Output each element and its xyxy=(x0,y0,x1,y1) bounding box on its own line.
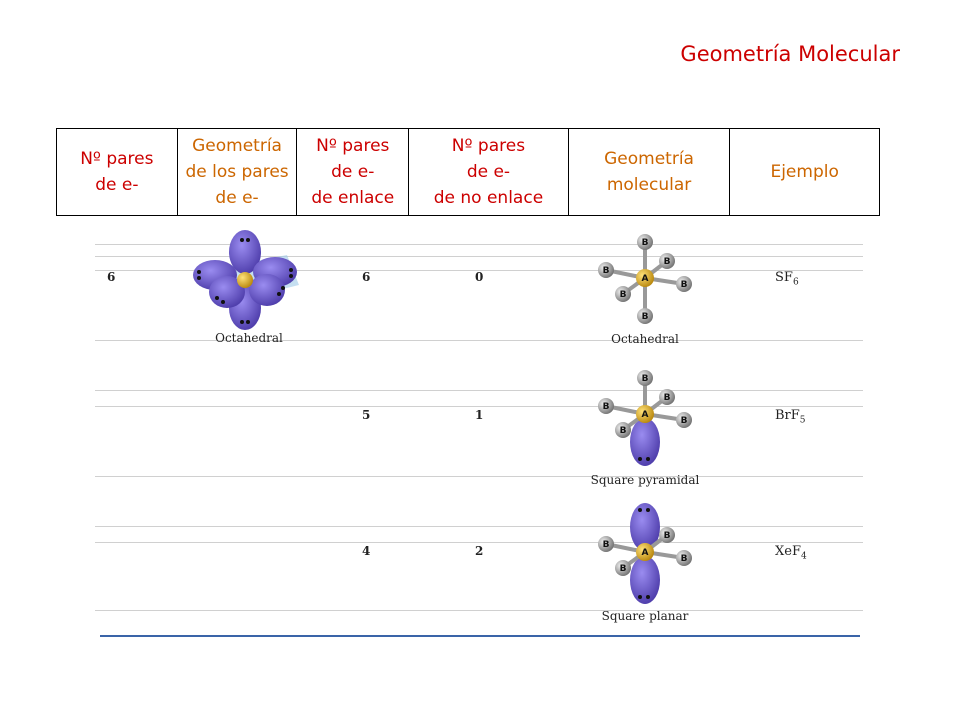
octahedral-electron-geometry-icon xyxy=(193,230,299,330)
ligand-b-label: B xyxy=(642,374,649,384)
header-cell-pairs: Nº pares de e- xyxy=(57,129,178,215)
row1-example-subscript: 6 xyxy=(792,277,799,288)
ligand-b-label: B xyxy=(620,564,627,574)
ligand-b-label: B xyxy=(603,266,610,276)
row-divider xyxy=(95,406,863,407)
row3-molecular-geometry-caption: Square planar xyxy=(601,609,689,623)
row-divider xyxy=(95,476,863,477)
header-molecular-geometry-label: Geometría molecular xyxy=(604,149,694,195)
row1-nonbonding: 0 xyxy=(475,270,484,284)
ligand-b-label: B xyxy=(664,531,671,541)
row2-bonding: 5 xyxy=(362,408,371,422)
header-table: Nº pares de e- Geometría de los pares de… xyxy=(56,128,880,216)
header-nonbonding-label: Nº pares de e- de no enlace xyxy=(433,136,544,208)
ligand-b-label: B xyxy=(681,416,688,426)
row-divider xyxy=(95,256,863,257)
row2-example-formula: BrF5 xyxy=(775,408,806,426)
central-a-label: A xyxy=(642,274,649,284)
row2-example-subscript: 5 xyxy=(799,415,806,426)
header-bonding-label: Nº pares de e- de enlace xyxy=(311,136,395,208)
header-cell-electron-geometry: Geometría de los pares de e- xyxy=(178,129,298,215)
row1-example-base: SF xyxy=(775,270,793,285)
row-divider xyxy=(95,244,863,245)
row3-nonbonding: 2 xyxy=(475,544,484,558)
row1-molecular-geometry-caption: Octahedral xyxy=(611,332,679,346)
header-cell-molecular-geometry: Geometría molecular xyxy=(569,129,731,215)
header-cell-nonbonding: Nº pares de e- de no enlace xyxy=(409,129,569,215)
row-divider xyxy=(95,390,863,391)
ligand-b-label: B xyxy=(642,312,649,322)
row2-example-base: BrF xyxy=(775,408,800,423)
header-pairs-label: Nº pares de e- xyxy=(80,149,154,195)
row3-bonding: 4 xyxy=(362,544,371,558)
ligand-b-label: B xyxy=(681,554,688,564)
row-divider xyxy=(95,526,863,527)
ligand-b-label: B xyxy=(603,402,610,412)
row1-bonding: 6 xyxy=(362,270,371,284)
ligand-b-label: B xyxy=(620,290,627,300)
row1-pairs: 6 xyxy=(107,270,116,284)
row-divider xyxy=(95,542,863,543)
row1-example-formula: SF6 xyxy=(775,270,799,288)
square-pyramidal-molecule-icon: B B B B B A xyxy=(598,370,692,466)
row1-electron-geometry-caption: Octahedral xyxy=(215,331,283,345)
header-example-label: Ejemplo xyxy=(770,162,839,182)
page-title: Geometría Molecular xyxy=(680,42,900,66)
ligand-b-label: B xyxy=(664,393,671,403)
row-divider xyxy=(95,270,863,271)
row3-example-formula: XeF4 xyxy=(775,544,807,562)
row3-example-base: XeF xyxy=(775,544,801,559)
ligand-b-label: B xyxy=(620,426,627,436)
bottom-rule xyxy=(100,635,860,637)
square-planar-molecule-icon: B B B B A xyxy=(598,503,692,604)
row2-molecular-geometry-caption: Square pyramidal xyxy=(590,473,700,487)
row-divider xyxy=(95,340,863,341)
row3-example-subscript: 4 xyxy=(800,551,807,562)
ligand-b-label: B xyxy=(681,280,688,290)
central-a-label: A xyxy=(642,548,649,558)
header-cell-example: Ejemplo xyxy=(730,129,879,215)
ligand-b-label: B xyxy=(603,540,610,550)
row2-nonbonding: 1 xyxy=(475,408,484,422)
central-a-label: A xyxy=(642,410,649,420)
ligand-b-label: B xyxy=(664,257,671,267)
geometry-figure: 6 Octahedral 6 0 xyxy=(95,230,865,640)
row-divider xyxy=(95,610,863,611)
ligand-b-label: B xyxy=(642,238,649,248)
header-cell-bonding: Nº pares de e- de enlace xyxy=(297,129,410,215)
octahedral-molecule-icon: B B B B B B A xyxy=(598,234,692,324)
header-electron-geometry-label: Geometría de los pares de e- xyxy=(185,136,289,208)
